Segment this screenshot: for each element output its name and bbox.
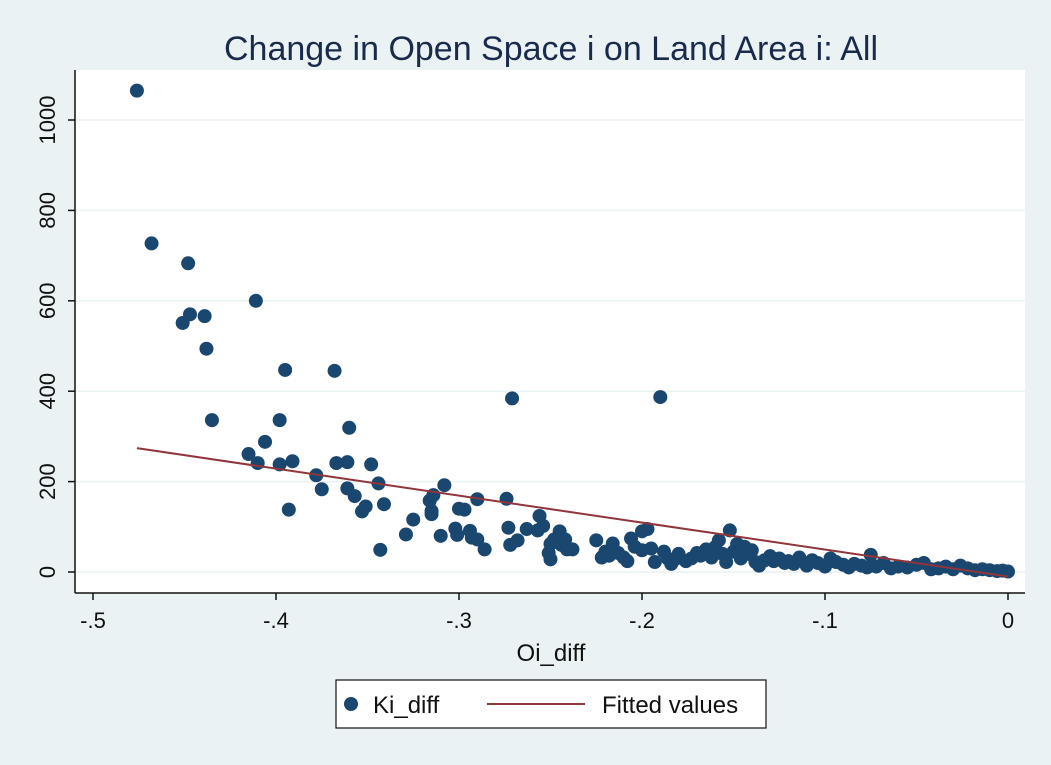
- data-point: [314, 482, 329, 497]
- y-tick-label: 200: [35, 463, 60, 500]
- chart-title: Change in Open Space i on Land Area i: A…: [224, 30, 878, 68]
- legend-label-fitted-values: Fitted values: [602, 692, 738, 719]
- data-point: [329, 456, 344, 471]
- data-point: [510, 533, 525, 548]
- data-point: [197, 309, 212, 324]
- data-point: [327, 363, 342, 378]
- data-point: [258, 434, 273, 449]
- fitted-values-line: [136, 447, 1009, 578]
- data-point: [281, 502, 296, 517]
- data-point: [543, 552, 558, 567]
- data-point: [406, 512, 421, 527]
- x-tick-label: -.4: [263, 608, 289, 633]
- data-point: [477, 542, 492, 557]
- data-point: [398, 527, 413, 542]
- data-point: [347, 489, 362, 504]
- data-point: [433, 528, 448, 543]
- data-point: [181, 256, 196, 271]
- x-tick-label: -.2: [629, 608, 655, 633]
- legend-label-ki-diff: Ki_diff: [373, 692, 440, 719]
- data-point: [376, 497, 391, 512]
- data-point: [278, 362, 293, 377]
- data-point: [250, 456, 265, 471]
- data-point: [129, 83, 144, 98]
- data-point: [711, 533, 726, 548]
- scatter-points: [129, 83, 1015, 579]
- data-point: [457, 502, 472, 517]
- data-point: [640, 522, 655, 537]
- y-tick-label: 1000: [35, 96, 60, 145]
- fitted-line: [136, 447, 1009, 578]
- x-tick-label: -.1: [812, 608, 838, 633]
- data-point: [241, 447, 256, 462]
- data-point: [744, 543, 759, 558]
- plot-area: [75, 70, 1025, 593]
- y-tick-label: 600: [35, 282, 60, 319]
- data-point: [644, 541, 659, 556]
- data-point: [182, 307, 197, 322]
- data-point: [364, 457, 379, 472]
- data-point: [342, 420, 357, 435]
- data-point: [505, 391, 520, 406]
- data-point: [373, 542, 388, 557]
- data-point: [437, 478, 452, 493]
- data-point: [272, 413, 287, 428]
- legend-marker-ki-diff: [344, 697, 358, 711]
- data-point: [340, 455, 355, 470]
- data-point: [589, 533, 604, 548]
- x-tick-label: 0: [1002, 608, 1014, 633]
- data-point: [424, 507, 439, 522]
- data-point: [620, 554, 635, 569]
- data-point: [358, 499, 373, 514]
- data-point: [204, 413, 219, 428]
- data-point: [248, 293, 263, 308]
- x-tick-label: -.3: [446, 608, 472, 633]
- y-tick-label: 0: [35, 566, 60, 578]
- data-point: [519, 522, 534, 537]
- data-point: [653, 390, 668, 405]
- legend: Ki_diff Fitted values: [335, 679, 767, 729]
- x-tick-label: -.5: [80, 608, 106, 633]
- data-point: [565, 542, 580, 557]
- data-point: [863, 547, 878, 562]
- data-point: [501, 520, 516, 535]
- data-point: [199, 341, 214, 356]
- data-point: [450, 527, 465, 542]
- y-tick-label: 400: [35, 373, 60, 410]
- data-point: [144, 236, 159, 251]
- data-point: [722, 523, 737, 538]
- data-point: [470, 532, 485, 547]
- y-tick-label: 800: [35, 192, 60, 229]
- data-point: [647, 555, 662, 570]
- x-axis-title: Oi_diff: [517, 640, 586, 667]
- axis-ticks: 0 200 400 600 800 1000 -.5 -.4 -.3 -.2 -.1 0: [35, 96, 1014, 633]
- data-point: [536, 518, 551, 533]
- data-point: [285, 454, 300, 469]
- data-point: [719, 555, 734, 570]
